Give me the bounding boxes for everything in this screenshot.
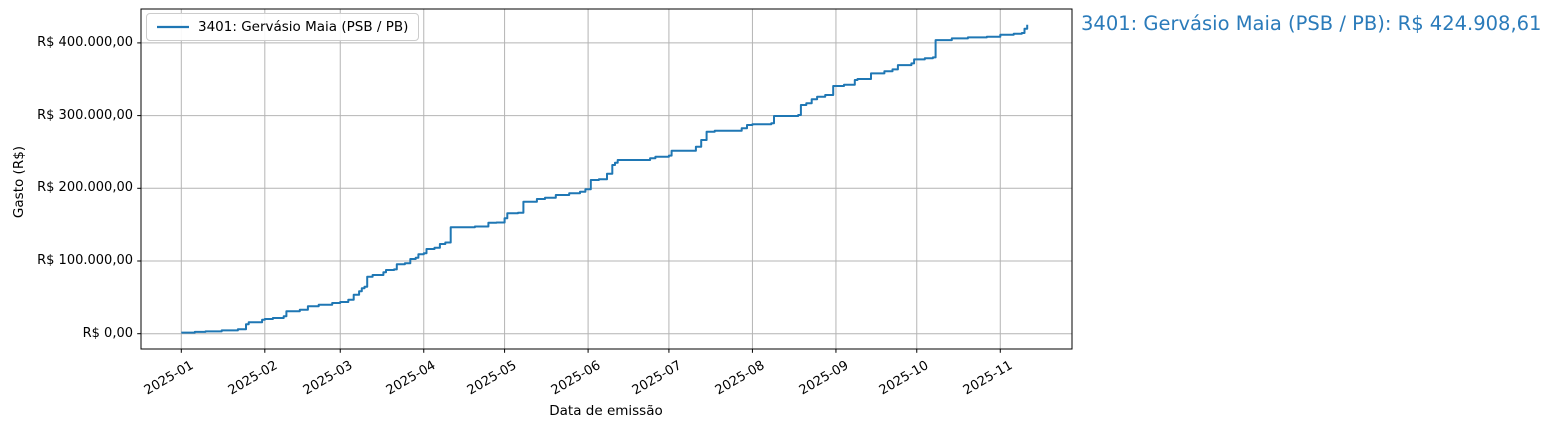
total-annotation: 3401: Gervásio Maia (PSB / PB): R$ 424.9… — [1081, 12, 1542, 35]
legend-label: 3401: Gervásio Maia (PSB / PB) — [198, 19, 409, 35]
x-axis-title: Data de emissão — [549, 403, 663, 419]
y-tick-label-3: R$ 300.000,00 — [37, 107, 133, 123]
legend: 3401: Gervásio Maia (PSB / PB) — [146, 13, 420, 41]
y-tick-label-0: R$ 0,00 — [82, 325, 133, 341]
y-axis-title: Gasto (R$) — [11, 145, 27, 219]
y-tick-label-2: R$ 200.000,00 — [37, 180, 133, 196]
y-tick-label-1: R$ 100.000,00 — [37, 253, 133, 268]
series-line — [181, 24, 1029, 334]
gridlines — [141, 9, 1072, 349]
plot-frame — [140, 8, 1073, 350]
legend-line-icon — [157, 25, 189, 29]
y-tick-label-4: R$ 400.000,00 — [37, 34, 133, 50]
tick-marks — [137, 42, 1001, 353]
